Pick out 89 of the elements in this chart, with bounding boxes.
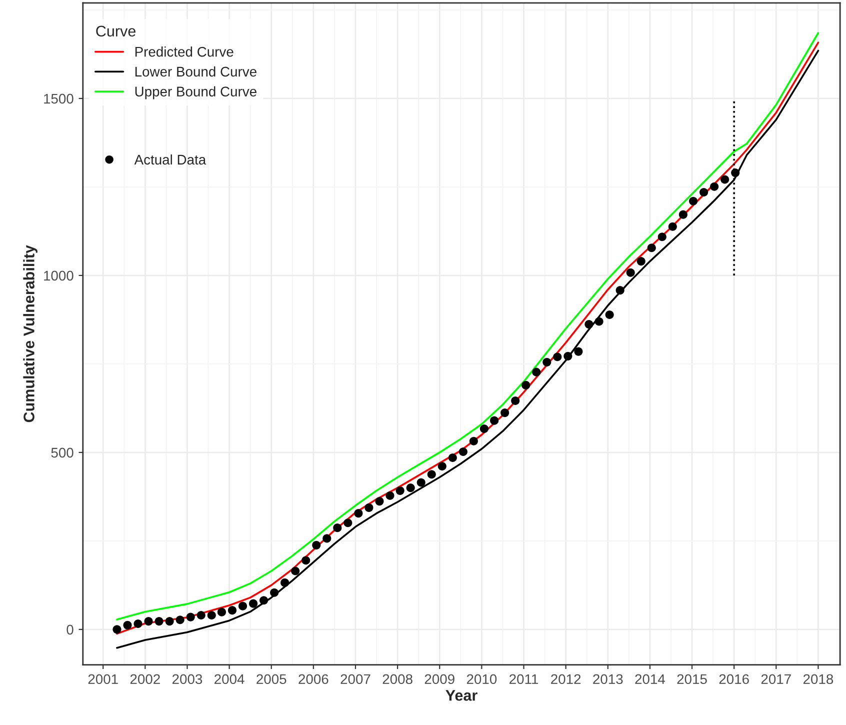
y-tick-label: 1000 [44, 270, 74, 281]
point [291, 566, 300, 576]
x-tick-label: 2011 [510, 674, 538, 684]
point [176, 616, 184, 624]
point [500, 408, 510, 418]
point [710, 182, 719, 191]
point [594, 317, 604, 326]
point [616, 286, 624, 295]
x-tick-label: 2007 [340, 674, 370, 684]
x-tick-label: 2013 [593, 674, 623, 684]
y-tick-label: 500 [51, 448, 74, 458]
point [322, 534, 332, 543]
x-tick-label: 2002 [130, 674, 160, 684]
legend-label: Lower Bound Curve [135, 66, 256, 77]
x-axis-title: Year [446, 690, 478, 701]
point [312, 540, 321, 550]
point [270, 588, 279, 597]
point [636, 257, 646, 266]
legend-label: Upper Bound Curve [135, 86, 256, 100]
point [123, 620, 132, 630]
point [333, 524, 342, 532]
x-tick-label: 2017 [761, 674, 791, 684]
point [248, 599, 258, 608]
y-tick-label: 0 [66, 624, 74, 635]
point [280, 578, 290, 587]
point [511, 396, 520, 406]
point [396, 486, 404, 495]
point [448, 453, 457, 462]
x-tick-label: 2005 [256, 674, 286, 684]
point [522, 380, 530, 390]
x-tick-label: 2006 [298, 674, 328, 684]
point [375, 497, 384, 506]
point [584, 320, 594, 329]
x-tick-label: 2008 [382, 674, 412, 684]
x-tick-label: 2016 [719, 674, 749, 684]
point [165, 617, 174, 626]
x-tick-label: 2015 [677, 674, 707, 684]
point [416, 478, 426, 487]
point [700, 188, 708, 197]
x-tick-label: 2012 [551, 674, 581, 684]
legend-label: Actual Data [134, 154, 206, 165]
point [364, 503, 374, 512]
x-tick-label: 2004 [214, 674, 244, 684]
point [186, 612, 195, 622]
x-tick-label: 2014 [635, 674, 665, 684]
point [260, 596, 268, 605]
point [647, 244, 656, 252]
point [720, 175, 730, 184]
point [553, 352, 562, 362]
point [427, 470, 436, 479]
point [490, 416, 499, 425]
point [688, 196, 698, 206]
point [658, 232, 666, 242]
point [605, 310, 614, 320]
legend-label: Predicted Curve [135, 46, 234, 57]
point [134, 619, 142, 628]
point [217, 608, 226, 616]
x-tick-label: 2010 [466, 674, 497, 684]
point [154, 617, 164, 626]
point [228, 606, 237, 615]
point [532, 368, 541, 376]
point [112, 625, 122, 634]
point [344, 518, 352, 528]
point [438, 462, 446, 471]
x-tick-label: 2009 [424, 674, 454, 684]
point [354, 509, 363, 518]
point [626, 268, 635, 277]
point [238, 602, 248, 610]
point [668, 222, 677, 231]
point [731, 168, 740, 178]
point [302, 556, 310, 565]
point [678, 210, 688, 219]
x-tick-label: 2003 [172, 674, 202, 684]
y-tick-label: 1500 [44, 94, 74, 104]
y-axis-title: Cumulative Vulnerability [23, 245, 38, 422]
point [469, 436, 478, 446]
point [196, 610, 206, 620]
point [207, 610, 216, 620]
point [574, 347, 583, 356]
x-tick-label: 2001 [88, 674, 118, 684]
legend-title: Curve [96, 26, 136, 37]
point [542, 358, 552, 366]
point [458, 447, 468, 456]
point [144, 617, 153, 626]
point [480, 424, 488, 434]
point [386, 491, 394, 500]
x-tick-label: 2018 [803, 674, 834, 684]
point [564, 352, 572, 360]
point [406, 484, 415, 492]
